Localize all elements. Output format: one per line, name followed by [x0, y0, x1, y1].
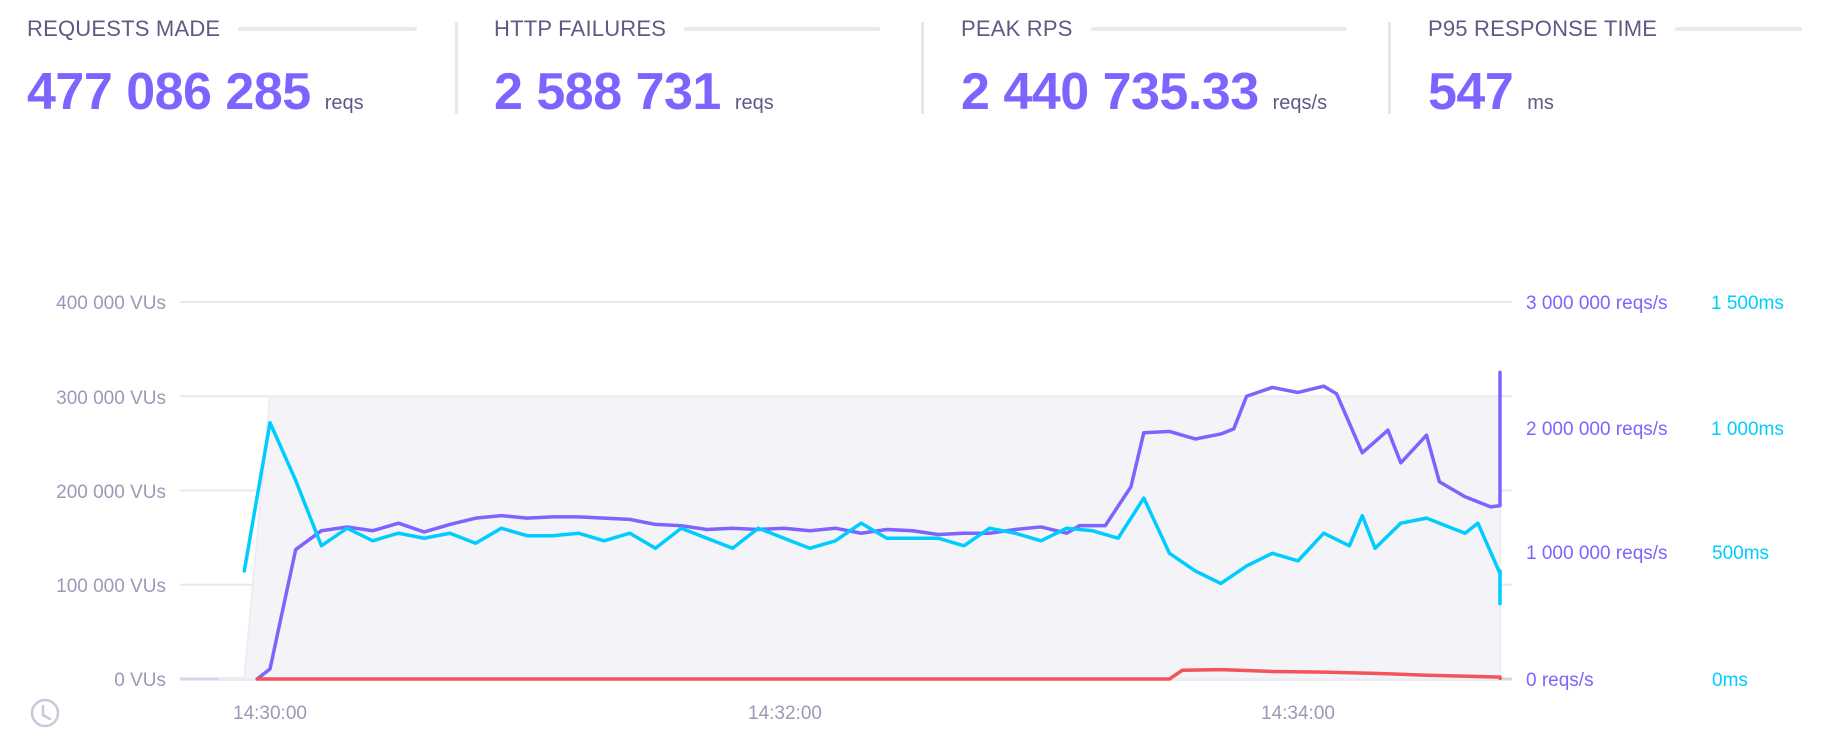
- x-axis-label: 14:30:00: [233, 703, 307, 724]
- stat-title: P95 RESPONSE TIME: [1428, 16, 1658, 41]
- left-axis-label: 200 000 VUs: [56, 482, 166, 503]
- rps-axis-label: 1 000 000 reqs/s: [1526, 543, 1668, 564]
- stat-value: 2 588 731: [494, 63, 721, 121]
- x-axis-label: 14:32:00: [748, 703, 822, 724]
- stat-title: HTTP FAILURES: [494, 16, 667, 41]
- divider: [921, 22, 924, 114]
- title-rule: [1675, 27, 1802, 31]
- ms-axis-label: 1 000ms: [1711, 419, 1784, 440]
- right-axis-labels: 3 000 000 reqs/s 2 000 000 reqs/s 1 000 …: [1526, 293, 1784, 691]
- left-axis-labels: 400 000 VUs 300 000 VUs 200 000 VUs 100 …: [56, 293, 166, 691]
- rps-axis-label: 3 000 000 reqs/s: [1526, 293, 1668, 314]
- left-axis-label: 0 VUs: [114, 670, 166, 691]
- title-rule: [684, 27, 880, 31]
- stat-title: PEAK RPS: [961, 16, 1073, 41]
- stat-value: 477 086 285: [27, 63, 311, 121]
- title-rule: [1090, 27, 1347, 31]
- ms-axis-label: 0ms: [1712, 670, 1748, 691]
- divider: [1388, 22, 1391, 114]
- divider: [455, 22, 458, 114]
- stat-requests-made: REQUESTS MADE 477 086 285 reqs: [27, 14, 417, 121]
- stat-unit: reqs: [734, 92, 774, 114]
- stat-value: 547: [1428, 63, 1514, 121]
- rps-axis-label: 2 000 000 reqs/s: [1526, 419, 1668, 440]
- stat-title: REQUESTS MADE: [27, 16, 221, 41]
- requests-per-second-line: [255, 370, 1502, 681]
- x-axis-labels: 14:30:00 14:32:00 14:34:00: [233, 703, 1335, 724]
- stat-unit: ms: [1527, 92, 1554, 114]
- stat-value: 2 440 735.33: [961, 63, 1259, 121]
- left-axis-label: 100 000 VUs: [56, 576, 166, 597]
- ms-axis-label: 1 500ms: [1711, 293, 1784, 314]
- stat-p95-response-time: P95 RESPONSE TIME 547 ms: [1428, 14, 1802, 121]
- stats-header: REQUESTS MADE 477 086 285 reqs HTTP FAILU…: [0, 0, 1825, 121]
- stat-unit: reqs: [324, 92, 364, 114]
- title-rule: [238, 27, 417, 31]
- stat-http-failures: HTTP FAILURES 2 588 731 reqs: [494, 14, 880, 121]
- stat-unit: reqs/s: [1272, 92, 1328, 114]
- x-axis-label: 14:34:00: [1261, 703, 1335, 724]
- clock-icon: [30, 698, 60, 728]
- stat-peak-rps: PEAK RPS 2 440 735.33 reqs/s: [961, 14, 1347, 121]
- response-time-p95--line: [242, 420, 1502, 606]
- left-axis-label: 300 000 VUs: [56, 388, 166, 409]
- rps-axis-label: 0 reqs/s: [1526, 670, 1594, 691]
- left-axis-label: 400 000 VUs: [56, 293, 166, 314]
- ms-axis-label: 500ms: [1712, 543, 1769, 564]
- vus-area: [218, 395, 1501, 680]
- http-failures-per-second-line: [255, 667, 1502, 681]
- chart-series: [218, 370, 1502, 681]
